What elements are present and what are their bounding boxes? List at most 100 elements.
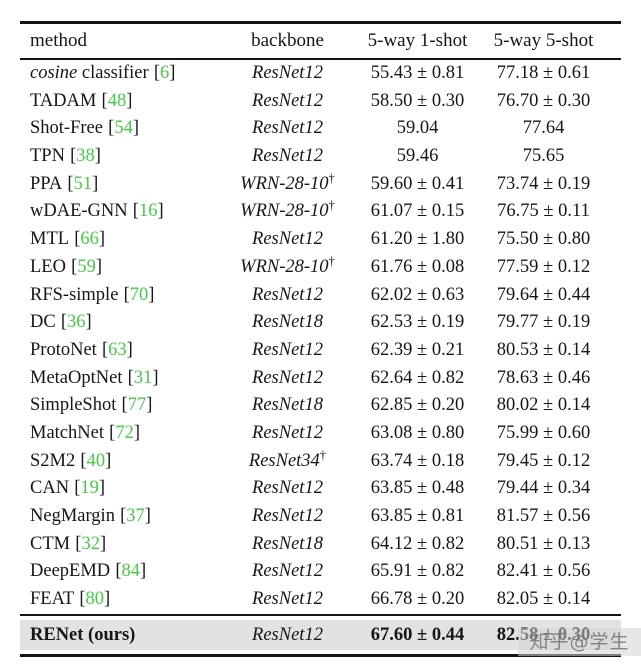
cite-open-bracket: [ [80, 450, 87, 471]
citation-number: 59 [77, 256, 96, 277]
method-name: MetaOptNet [30, 367, 123, 388]
backbone-name: ResNet12 [252, 506, 323, 526]
method-cell: wDAE-GNN [16] [20, 198, 230, 226]
method-name: ProtoNet [30, 339, 97, 360]
method-cell: MatchNet [72] [20, 420, 230, 448]
one-shot-cell: 62.64 ± 0.82 [370, 367, 465, 388]
citation-number: 16 [138, 201, 158, 222]
five-shot-cell: 80.02 ± 0.14 [496, 395, 591, 416]
one-shot-cell: 67.60 ± 0.44 [370, 624, 465, 645]
five-shot-cell: 79.64 ± 0.44 [496, 284, 591, 305]
method-cell: MTL [66] [20, 226, 230, 254]
five-shot-cell: 80.51 ± 0.13 [496, 533, 591, 554]
cite-close-bracket: ] [132, 118, 139, 139]
col-header-five-shot: 5-way 5-shot [493, 30, 594, 51]
method-name: Shot-Free [30, 118, 103, 139]
cite-close-bracket: ] [140, 561, 147, 582]
cite-close-bracket: ] [98, 229, 106, 250]
backbone-name: ResNet12 [252, 478, 323, 499]
citation-number: 80 [85, 589, 105, 610]
method-cell: cosine classifier [6] [20, 60, 230, 88]
method-name: DeepEMD [30, 561, 111, 582]
method-name: PPA [30, 173, 63, 194]
method-cell: DC [36] [20, 309, 230, 337]
cite-close-bracket: ] [104, 589, 111, 610]
method-cell: ProtoNet [63] [20, 337, 230, 365]
method-cell: MetaOptNet [31] [20, 365, 230, 393]
citation-number: 70 [129, 284, 149, 305]
cite-open-bracket: [ [108, 118, 115, 139]
cite-close-bracket: ] [94, 146, 101, 167]
backbone-cell: ResNet12 [230, 475, 345, 503]
table-row: TADAM [48] ResNet12 58.50 ± 0.30 76.70 ± … [20, 88, 621, 116]
one-shot-cell: 62.39 ± 0.21 [370, 339, 465, 360]
backbone-name: ResNet12 [252, 146, 323, 167]
table-row: PPA [51] WRN-28-10† 59.60 ± 0.41 73.74 ± … [20, 171, 621, 199]
method-name: LEO [30, 256, 66, 277]
cite-open-bracket: [ [153, 63, 161, 83]
method-cell: TADAM [48] [20, 88, 230, 116]
table-row: wDAE-GNN [16] WRN-28-10† 61.07 ± 0.15 76.… [20, 198, 621, 226]
method-cell: RFS-simple [70] [20, 282, 230, 310]
one-shot-cell: 63.85 ± 0.81 [370, 506, 465, 526]
one-shot-cell: 62.53 ± 0.19 [370, 312, 465, 333]
method-name: RFS-simple [30, 284, 119, 305]
five-shot-cell: 77.64 [522, 118, 565, 139]
backbone-name: ResNet12 [252, 422, 323, 443]
backbone-cell: ResNet12 [230, 337, 345, 365]
table-row: SimpleShot [77] ResNet18 62.85 ± 0.20 80.… [20, 392, 621, 420]
highlight-row-wrapper: RENet (ours) ResNet12 67.60 ± 0.44 82.58… [20, 613, 621, 654]
cite-close-bracket: ] [148, 284, 155, 305]
backbone-name: WRN-28-10 [240, 201, 329, 222]
method-name: SimpleShot [30, 395, 117, 416]
five-shot-cell: 81.57 ± 0.56 [496, 506, 591, 526]
col-header-backbone: backbone [251, 30, 324, 51]
table-row: CAN [19] ResNet12 63.85 ± 0.48 79.44 ± 0.… [20, 475, 621, 503]
five-shot-cell: 79.44 ± 0.34 [496, 478, 591, 499]
table-row: NegMargin [37] ResNet12 63.85 ± 0.81 81.5… [20, 503, 621, 531]
method-name: MTL [30, 229, 70, 250]
backbone-cell: ResNet12 [230, 60, 345, 88]
cite-close-bracket: ] [133, 422, 140, 443]
five-shot-cell: 75.50 ± 0.80 [496, 229, 591, 250]
method-name: classifier [77, 63, 149, 83]
citation-number: 6 [160, 63, 170, 83]
dagger-mark: † [328, 253, 335, 268]
citation-number: 84 [121, 561, 141, 582]
table-row: S2M2 [40] ResNet34† 63.74 ± 0.18 79.45 ± … [20, 448, 621, 476]
one-shot-cell: 63.85 ± 0.48 [370, 478, 465, 499]
citation-number: 37 [126, 506, 145, 526]
backbone-cell: ResNet12 [230, 616, 345, 654]
one-shot-cell: 61.20 ± 1.80 [370, 229, 465, 250]
cite-open-bracket: [ [120, 506, 127, 526]
cite-close-bracket: ] [126, 90, 133, 111]
dagger-mark: † [328, 198, 335, 213]
cite-close-bracket: ] [126, 339, 133, 360]
method-name: TPN [30, 146, 65, 167]
cite-open-bracket: [ [70, 146, 77, 167]
backbone-cell: ResNet12 [230, 503, 345, 531]
five-shot-cell: 76.70 ± 0.30 [496, 90, 591, 111]
backbone-name: ResNet12 [252, 367, 323, 388]
backbone-cell: ResNet12 [230, 115, 345, 143]
citation-number: 51 [73, 173, 93, 194]
backbone-name: ResNet12 [252, 589, 323, 610]
table-row: RFS-simple [70] ResNet12 62.02 ± 0.63 79.… [20, 282, 621, 310]
renet-row: RENet (ours) ResNet12 67.60 ± 0.44 82.58… [20, 615, 621, 654]
five-shot-cell: 75.65 [522, 146, 565, 167]
backbone-cell: ResNet12 [230, 282, 345, 310]
cite-close-bracket: ] [95, 256, 102, 277]
backbone-cell: ResNet18 [230, 309, 345, 337]
cite-open-bracket: [ [121, 395, 128, 416]
method-cell: RENet (ours) [20, 616, 230, 654]
one-shot-cell: 61.76 ± 0.08 [370, 256, 465, 277]
backbone-name: ResNet18 [252, 395, 323, 416]
citation-number: 63 [108, 339, 127, 360]
backbone-name: ResNet12 [252, 561, 323, 582]
cite-close-bracket: ] [169, 63, 176, 83]
cite-open-bracket: [ [71, 256, 78, 277]
cite-close-bracket: ] [152, 367, 159, 388]
cite-close-bracket: ] [144, 506, 151, 526]
method-cell: CAN [19] [20, 475, 230, 503]
results-table: method backbone 5-way 1-shot 5-way 5-sho… [20, 21, 621, 657]
